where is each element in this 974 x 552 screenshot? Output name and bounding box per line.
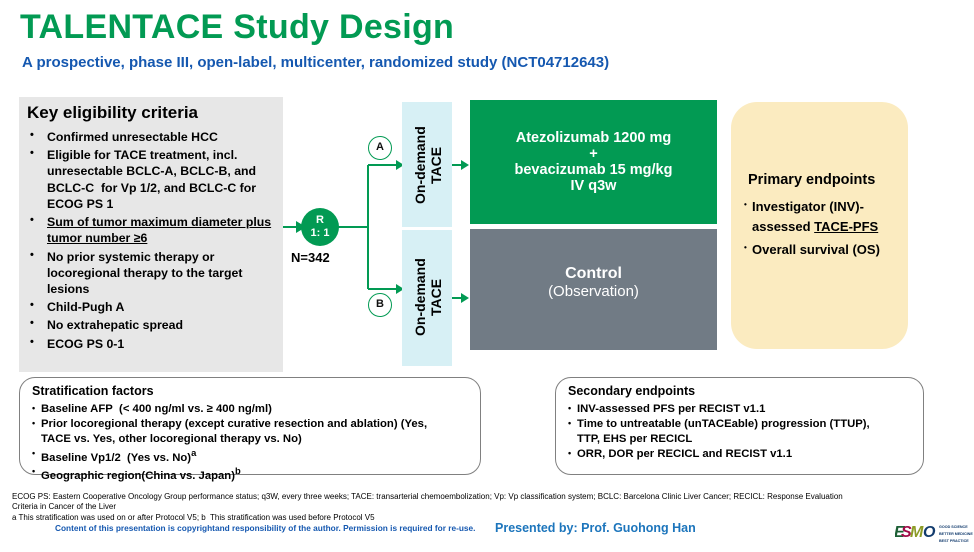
svg-text:M: M	[910, 524, 924, 541]
svg-text:O: O	[923, 524, 936, 541]
